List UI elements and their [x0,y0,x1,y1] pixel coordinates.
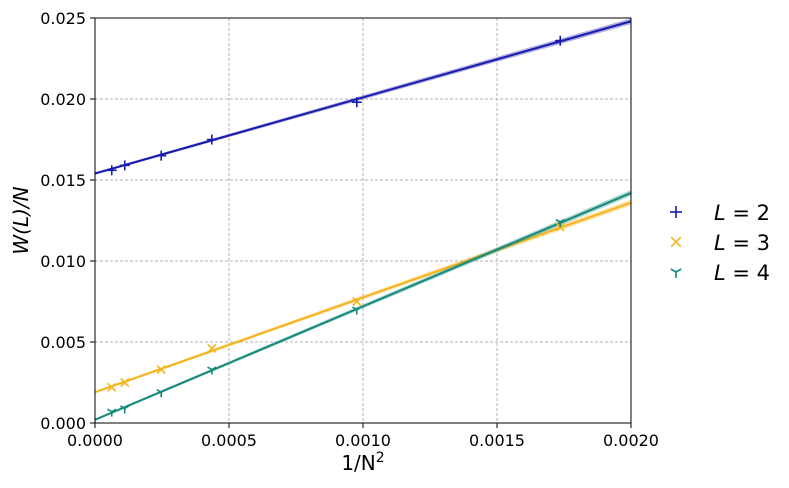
legend-marker [670,268,682,278]
fit-line [94,201,632,394]
y-tick-label: 0.010 [40,252,86,271]
data-point [156,364,166,375]
legend-label: L = 3 [714,231,770,255]
data-point [156,389,166,398]
data-point [352,296,362,307]
y-tick-label: 0.020 [40,90,86,109]
data-point [156,150,167,161]
x-tick-label: 0.0010 [335,431,391,450]
legend-marker [670,206,682,218]
data-point [206,134,217,145]
y-tick-label: 0.015 [40,171,86,190]
x-axis-label: 1/N2 [341,450,384,475]
data-point [119,160,130,171]
x-axis: 0.0000 0.0005 0.0010 0.0015 0.0020 [67,423,659,450]
data-points [106,35,566,417]
data-point [120,377,130,388]
x-tick-label: 0.0000 [67,431,123,450]
data-point [555,35,566,46]
grid [95,18,631,423]
data-point [106,165,117,176]
y-tick-label: 0.000 [40,414,86,433]
fit-line [94,192,632,421]
legend-marker [670,236,682,248]
y-axis-label: W(L)/N [9,186,33,254]
x-tick-label: 0.0005 [201,431,257,450]
data-point [207,343,217,354]
fit-lines [94,18,632,421]
x-tick-label: 0.0015 [469,431,525,450]
data-point [352,306,362,315]
fit-line [94,20,632,175]
legend: L = 2 L = 3 L = 4 [670,201,770,285]
y-tick-label: 0.025 [40,9,86,28]
data-point [119,405,130,414]
data-point [555,218,565,228]
data-point [207,366,217,375]
x-tick-label: 0.0020 [603,431,659,450]
data-point [107,408,117,417]
legend-label: L = 2 [714,201,770,225]
data-point [107,382,117,392]
y-tick-label: 0.005 [40,333,86,352]
y-axis: 0.000 0.005 0.010 0.015 0.020 0.025 [40,9,95,433]
legend-label: L = 4 [714,261,770,285]
data-point [351,97,362,108]
